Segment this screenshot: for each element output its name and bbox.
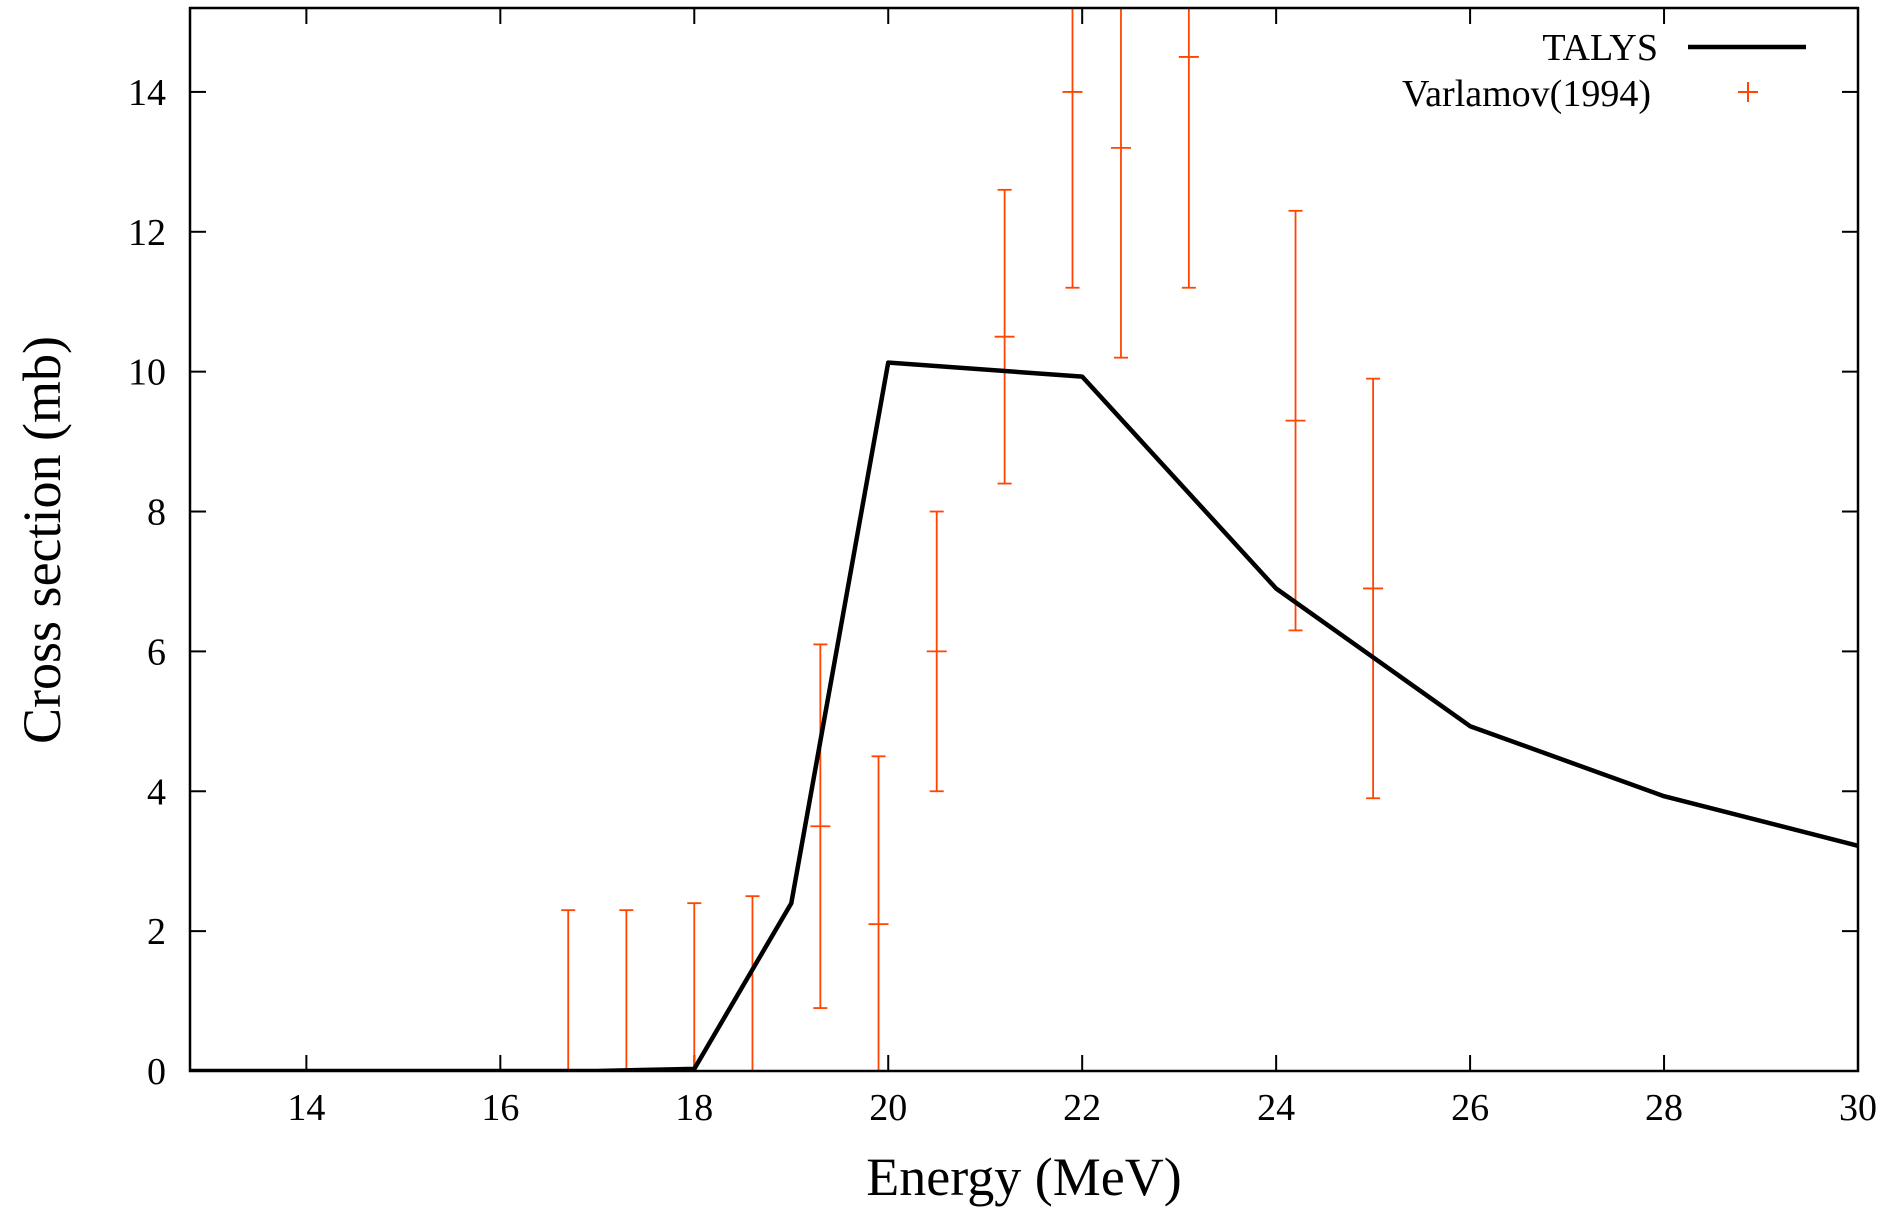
y-tick-label: 4 <box>147 771 166 813</box>
legend: TALYS Varlamov(1994) <box>1402 27 1806 115</box>
data-point-varlamov <box>1110 8 1131 359</box>
x-tick-label: 16 <box>481 1087 519 1129</box>
data-point-varlamov <box>926 510 947 793</box>
x-tick-label: 22 <box>1063 1087 1101 1129</box>
series-layer <box>190 8 1858 1071</box>
y-tick-label: 0 <box>147 1051 166 1093</box>
legend-label-varlamov: Varlamov(1994) <box>1402 73 1651 115</box>
y-tick-label: 10 <box>128 352 166 394</box>
data-point-varlamov <box>1178 8 1199 289</box>
data-point-varlamov <box>616 909 637 1071</box>
data-point-varlamov <box>1363 377 1384 800</box>
data-point-varlamov <box>1285 209 1306 632</box>
plot-frame <box>188 6 1860 1073</box>
legend-swatch-varlamov <box>1738 82 1758 102</box>
legend-label-talys: TALYS <box>1542 27 1658 69</box>
data-point-varlamov <box>684 902 705 1071</box>
x-tick-label: 24 <box>1257 1087 1295 1129</box>
y-tick-label: 6 <box>147 631 166 673</box>
x-tick-label: 30 <box>1839 1087 1877 1129</box>
data-point-varlamov <box>742 895 763 1071</box>
y-axis-title: Cross section (mb) <box>12 336 72 744</box>
data-point-varlamov <box>868 755 889 1071</box>
x-tick-label: 26 <box>1451 1087 1489 1129</box>
y-tick-label: 8 <box>147 492 166 534</box>
y-tick-label: 2 <box>147 911 166 953</box>
axis-ticks <box>190 8 1859 1072</box>
y-tick-label: 14 <box>128 72 166 114</box>
data-point-varlamov <box>994 188 1015 485</box>
series-line-talys <box>190 360 1858 1071</box>
data-point-varlamov <box>1062 8 1083 289</box>
x-tick-label: 28 <box>1645 1087 1683 1129</box>
data-point-varlamov <box>810 643 831 1009</box>
x-tick-label: 18 <box>675 1087 713 1129</box>
x-tick-label: 20 <box>869 1087 907 1129</box>
x-tick-label: 14 <box>287 1087 325 1129</box>
y-tick-label: 12 <box>128 212 166 254</box>
data-point-varlamov <box>558 909 579 1071</box>
x-axis-title: Energy (MeV) <box>866 1147 1181 1207</box>
